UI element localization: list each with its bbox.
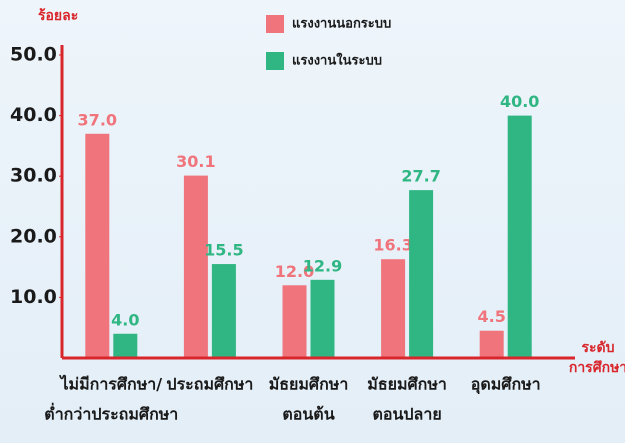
x-tick-label: มัธยมศึกษา — [367, 375, 447, 394]
legend-label: แรงงานนอกระบบ — [292, 17, 391, 32]
value-label: 15.5 — [204, 241, 243, 260]
bar — [113, 333, 138, 358]
value-label: 40.0 — [500, 92, 539, 111]
bar — [507, 115, 532, 358]
value-label: 4.0 — [111, 310, 139, 329]
legend-label: แรงงานในระบบ — [292, 52, 382, 69]
value-label: 12.9 — [303, 256, 342, 275]
value-label: 12.0 — [275, 262, 314, 281]
bar — [282, 285, 307, 358]
bar — [85, 133, 110, 358]
value-label: 4.5 — [478, 307, 506, 326]
bar — [479, 330, 504, 358]
legend-swatch — [266, 15, 284, 33]
value-label: 37.0 — [78, 110, 117, 129]
y-axis-label: ร้อยละ — [38, 8, 78, 24]
y-tick-label: 50.0 — [10, 44, 57, 66]
bar — [310, 279, 335, 358]
bar — [183, 175, 208, 358]
x-axis-label: ระดับ — [581, 340, 614, 356]
bar — [211, 264, 236, 358]
y-tick-label: 10.0 — [10, 286, 57, 308]
value-label: 30.1 — [176, 152, 215, 171]
y-tick-label: 20.0 — [10, 225, 57, 247]
x-tick-label: ไม่มีการศึกษา/ — [58, 375, 162, 394]
x-tick-label: ตอนปลาย — [372, 405, 441, 424]
value-label: 27.7 — [401, 167, 440, 186]
x-tick-label: ประถมศึกษา — [166, 375, 253, 394]
x-tick-label: อุดมศึกษา — [471, 375, 541, 395]
x-axis-label: การศึกษา — [569, 359, 625, 376]
value-label: 16.3 — [373, 236, 412, 255]
bar — [409, 190, 434, 358]
x-tick-label: มัธยมศึกษา — [269, 375, 349, 394]
x-tick-label: ตอนต้น — [282, 405, 334, 424]
legend-swatch — [266, 52, 284, 70]
y-tick-label: 30.0 — [10, 165, 57, 187]
y-tick-label: 40.0 — [10, 104, 57, 126]
x-tick-label: ต่ำกว่าประถมศึกษา — [44, 403, 178, 424]
bar — [381, 259, 406, 358]
